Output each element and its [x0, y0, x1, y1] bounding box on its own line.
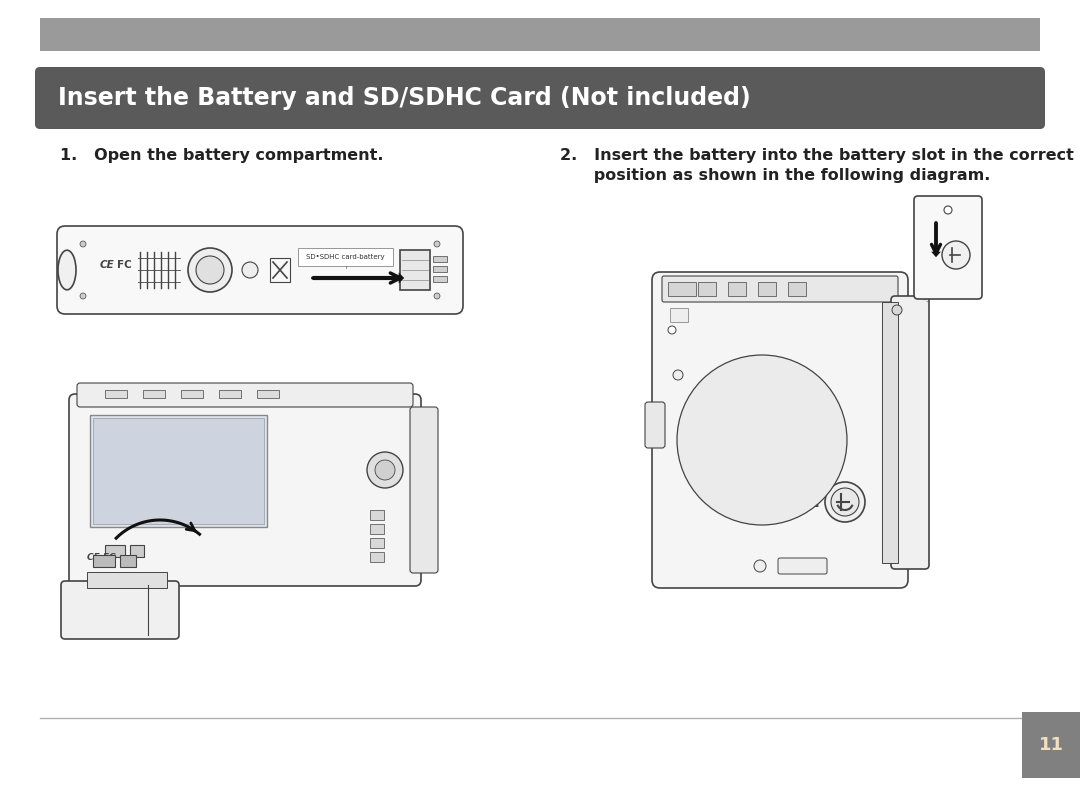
Circle shape — [737, 415, 787, 465]
Bar — [93, 555, 114, 567]
Bar — [87, 572, 167, 588]
Text: 11: 11 — [1039, 736, 1064, 754]
Circle shape — [825, 482, 865, 522]
Text: ƎƎ: ƎƎ — [796, 493, 821, 511]
Bar — [669, 282, 696, 296]
Circle shape — [434, 241, 440, 247]
Bar — [298, 248, 393, 266]
Bar — [670, 308, 688, 322]
Text: Insert the Battery and SD/SDHC Card (Not included): Insert the Battery and SD/SDHC Card (Not… — [58, 86, 751, 110]
Bar — [698, 282, 716, 296]
Circle shape — [80, 241, 86, 247]
Circle shape — [831, 488, 859, 516]
Bar — [758, 282, 777, 296]
Circle shape — [692, 370, 832, 510]
FancyBboxPatch shape — [891, 296, 929, 569]
FancyBboxPatch shape — [914, 196, 982, 299]
Circle shape — [892, 305, 902, 315]
Bar — [728, 282, 746, 296]
FancyBboxPatch shape — [662, 276, 897, 302]
Circle shape — [434, 293, 440, 299]
Bar — [400, 250, 430, 290]
Bar — [433, 266, 447, 272]
Circle shape — [242, 262, 258, 278]
FancyBboxPatch shape — [35, 67, 1045, 129]
Bar — [143, 390, 165, 398]
Text: SD•SDHC card-battery: SD•SDHC card-battery — [307, 254, 384, 260]
Circle shape — [195, 256, 224, 284]
Circle shape — [367, 452, 403, 488]
Text: position as shown in the following diagram.: position as shown in the following diagr… — [561, 168, 990, 183]
Circle shape — [669, 326, 676, 334]
FancyBboxPatch shape — [778, 558, 827, 574]
Bar — [882, 302, 897, 563]
Bar — [270, 258, 291, 282]
FancyBboxPatch shape — [57, 226, 463, 314]
Bar — [257, 390, 279, 398]
FancyBboxPatch shape — [741, 419, 783, 461]
Bar — [90, 415, 267, 527]
Circle shape — [944, 206, 951, 214]
Bar — [105, 545, 125, 557]
Bar — [1022, 712, 1080, 778]
Circle shape — [375, 460, 395, 480]
Text: CE: CE — [100, 260, 114, 270]
Bar — [433, 256, 447, 262]
FancyBboxPatch shape — [410, 407, 438, 573]
Bar — [40, 18, 1040, 51]
Bar — [370, 552, 384, 562]
Bar — [370, 538, 384, 548]
Circle shape — [942, 241, 970, 269]
Circle shape — [188, 248, 232, 292]
Bar — [370, 524, 384, 534]
Text: 1.   Open the battery compartment.: 1. Open the battery compartment. — [60, 148, 383, 163]
Bar — [219, 390, 241, 398]
FancyBboxPatch shape — [77, 383, 413, 407]
FancyBboxPatch shape — [69, 394, 421, 586]
FancyBboxPatch shape — [60, 581, 179, 639]
Text: 2.   Insert the battery into the battery slot in the correct: 2. Insert the battery into the battery s… — [561, 148, 1074, 163]
FancyBboxPatch shape — [652, 272, 908, 588]
FancyBboxPatch shape — [645, 402, 665, 448]
Bar — [370, 510, 384, 520]
Circle shape — [723, 400, 802, 480]
Bar — [130, 545, 144, 557]
Circle shape — [750, 428, 774, 452]
Circle shape — [707, 385, 816, 495]
Bar — [120, 555, 136, 567]
Bar — [105, 390, 127, 398]
Bar — [181, 390, 203, 398]
Bar — [93, 418, 264, 524]
Text: CE FC: CE FC — [87, 553, 116, 563]
Circle shape — [677, 355, 847, 525]
Circle shape — [754, 560, 766, 572]
Bar — [433, 276, 447, 282]
Bar — [788, 282, 806, 296]
Ellipse shape — [58, 250, 76, 290]
Circle shape — [673, 370, 683, 380]
Text: FC: FC — [117, 260, 132, 270]
Circle shape — [80, 293, 86, 299]
